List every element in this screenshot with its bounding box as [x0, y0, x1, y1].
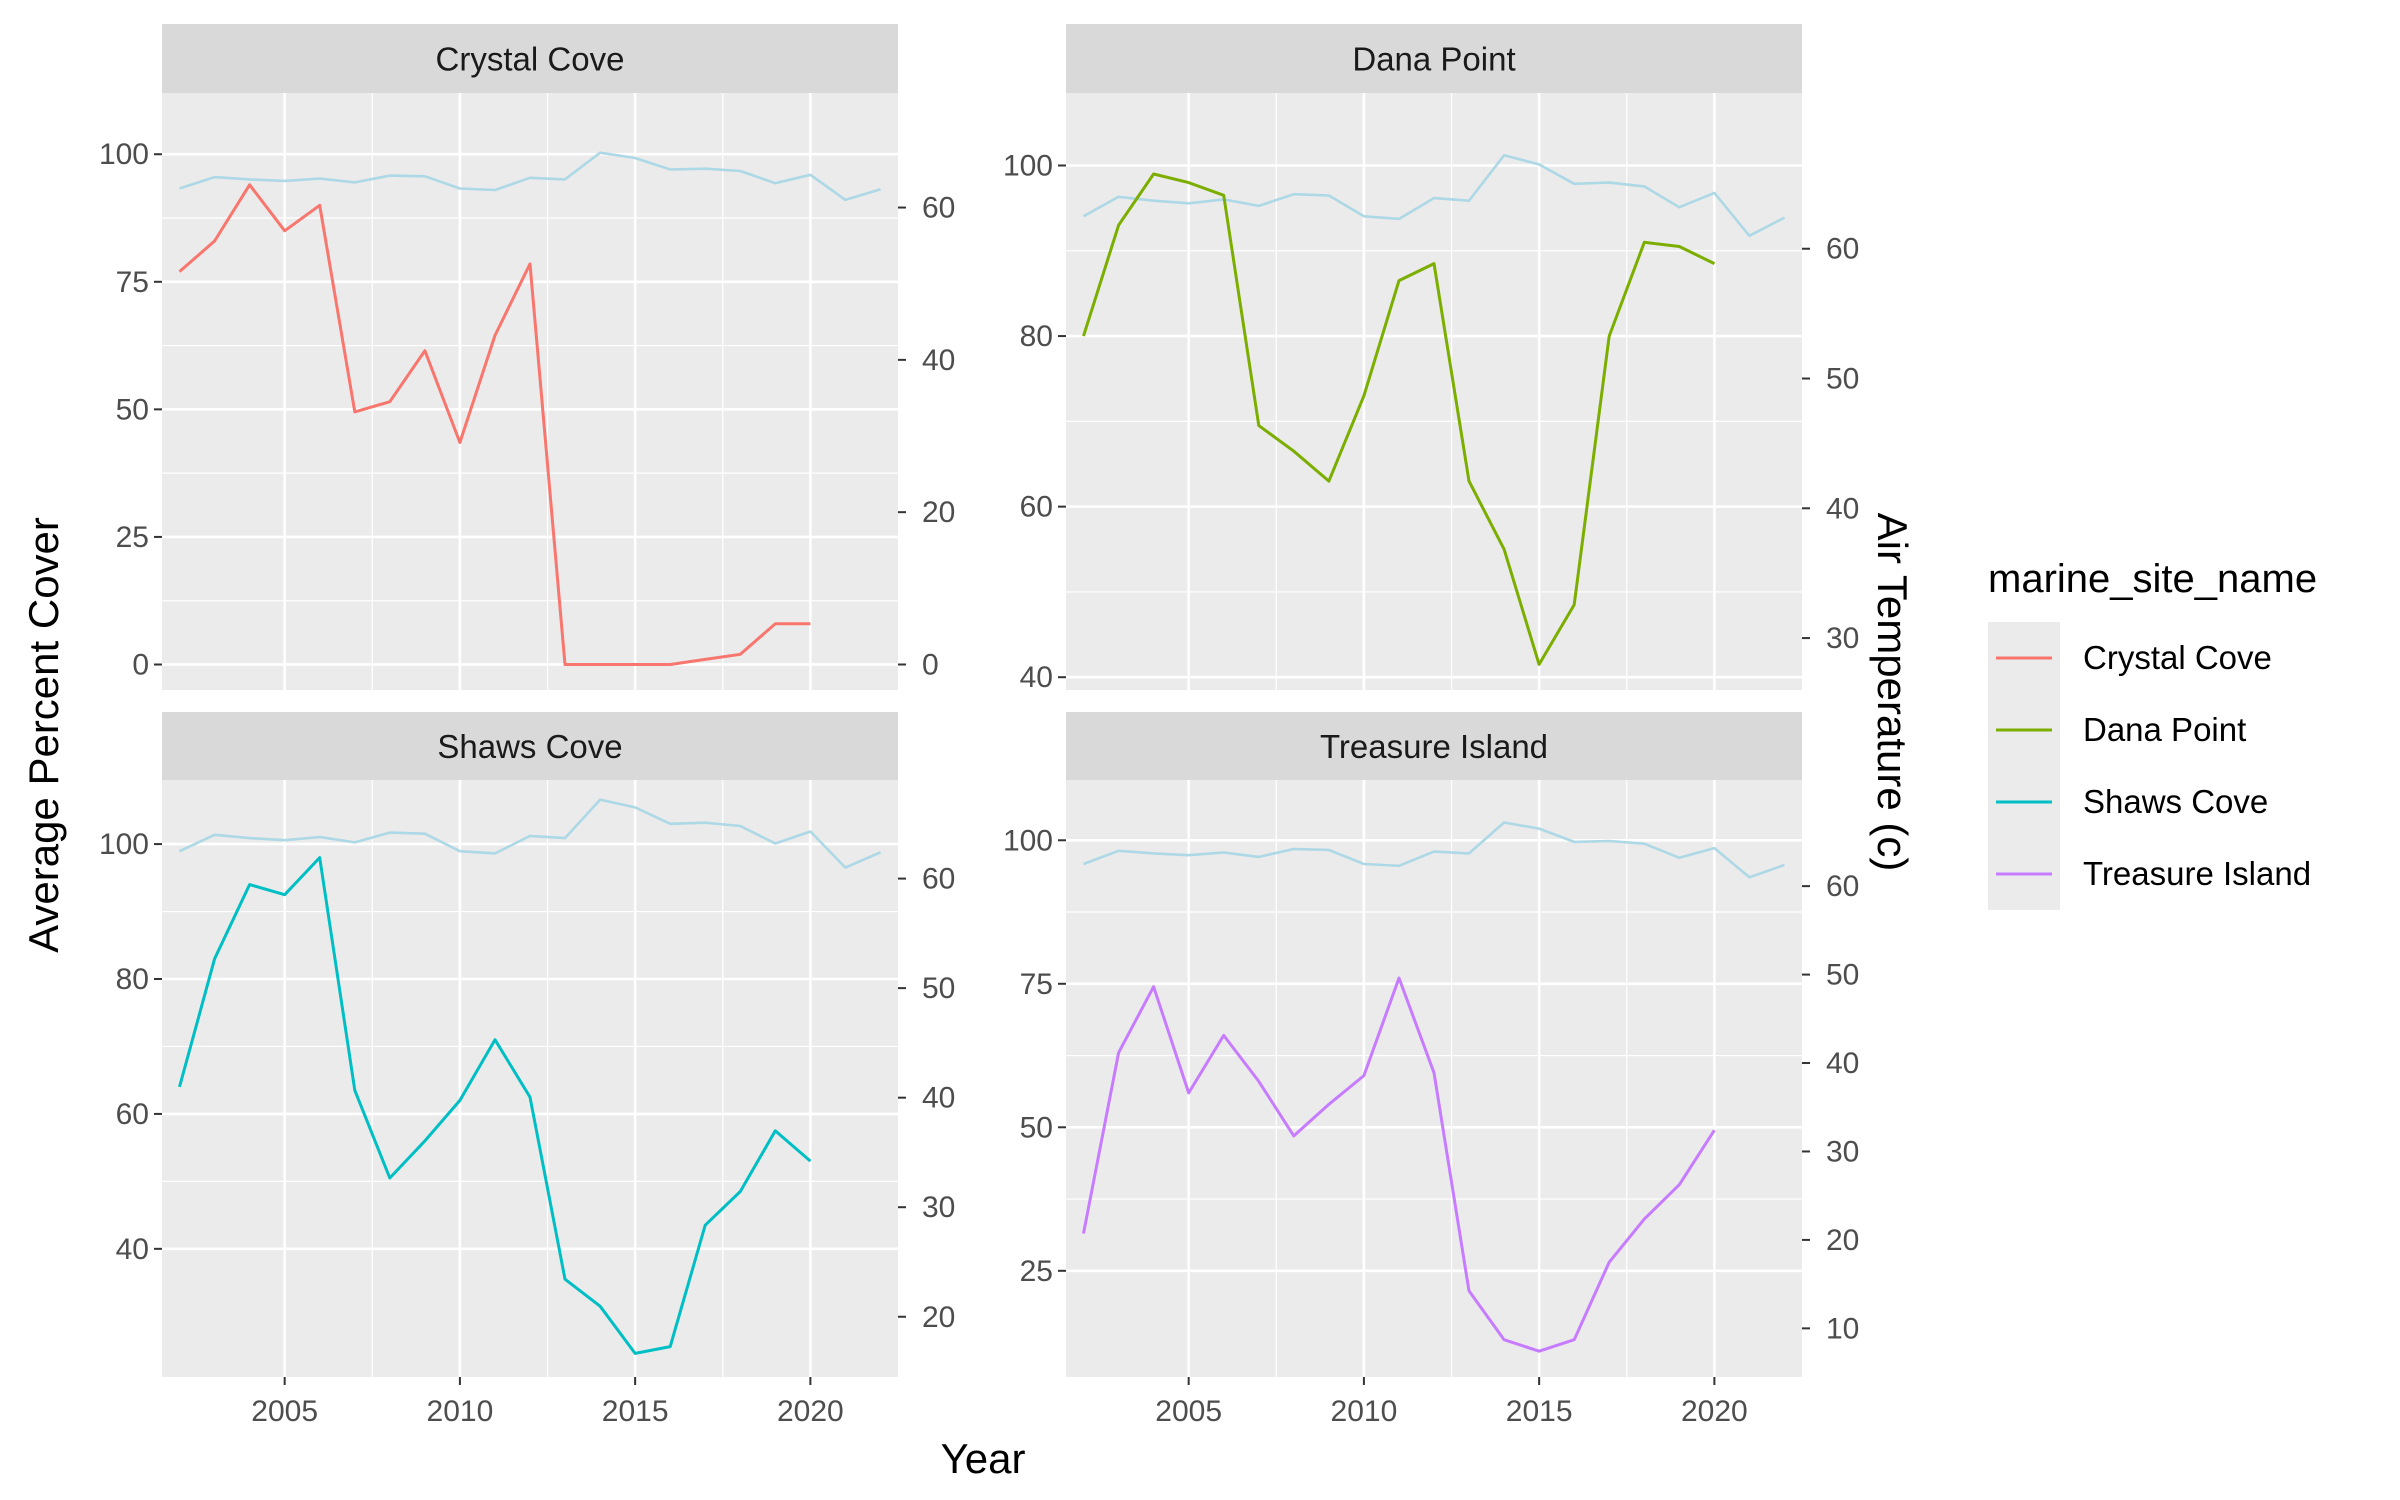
strip-background [162, 712, 898, 780]
facet-panel: Shaws Cove 40 60 80 100 20 30 40 50 60 2005 2010 201… [99, 712, 955, 1428]
strip-background [1066, 24, 1802, 93]
y-tick-label: 0 [132, 648, 149, 681]
y2-tick-label: 40 [1826, 492, 1859, 525]
y-tick-label: 80 [1020, 320, 1053, 353]
y2-tick-label: 30 [922, 1191, 955, 1224]
y-tick-label: 25 [1020, 1255, 1053, 1288]
legend-entry: Shaws Cove [1988, 766, 2268, 838]
x-axis-title: Year [941, 1435, 1026, 1482]
y2-tick-label: 30 [1826, 622, 1859, 655]
panel-background [1066, 93, 1802, 690]
x-tick-label: 2005 [1155, 1395, 1222, 1428]
y-tick-label: 100 [1003, 824, 1053, 857]
y2-tick-label: 50 [922, 972, 955, 1005]
x-tick-label: 2010 [427, 1395, 494, 1428]
legend-label: Crystal Cove [2083, 639, 2272, 676]
facet-panels: Crystal Cove 0 25 50 75 100 0 20 40 60 Dana Point 4… [99, 24, 1859, 1428]
facet-panel: Dana Point 40 60 80 100 30 40 50 60 [1003, 24, 1859, 694]
y-tick-label: 100 [99, 828, 149, 861]
y-tick-label: 100 [1003, 149, 1053, 182]
legend-label: Shaws Cove [2083, 783, 2268, 820]
y2-tick-label: 40 [1826, 1047, 1859, 1080]
y2-tick-label: 50 [1826, 959, 1859, 992]
strip-label: Crystal Cove [436, 41, 625, 78]
y-tick-label: 80 [116, 963, 149, 996]
x-tick-label: 2020 [1681, 1395, 1748, 1428]
facet-panel: Crystal Cove 0 25 50 75 100 0 20 40 60 [99, 24, 955, 690]
temperature-line [1082, 154, 1786, 238]
y-tick-label: 40 [116, 1233, 149, 1266]
cover-series-line [1082, 172, 1716, 666]
x-tick-label: 2010 [1331, 1395, 1398, 1428]
temperature-line [178, 798, 882, 869]
y2-tick-label: 60 [1826, 870, 1859, 903]
y-tick-label: 75 [116, 266, 149, 299]
y2-tick-label: 60 [1826, 233, 1859, 266]
y2-tick-label: 0 [922, 648, 939, 681]
y2-tick-label: 40 [922, 1082, 955, 1115]
legend-entry: Crystal Cove [1988, 622, 2272, 694]
y2-axis-title: Air Temperature (c) [1869, 513, 1916, 872]
y2-tick-label: 20 [922, 1301, 955, 1334]
legend: marine_site_name Crystal Cove Dana Point S… [1988, 557, 2317, 910]
y2-tick-label: 60 [922, 192, 955, 225]
panel-background [162, 780, 898, 1377]
y-tick-label: 50 [116, 393, 149, 426]
cover-series-line [1082, 976, 1716, 1353]
y-tick-label: 60 [116, 1098, 149, 1131]
x-tick-label: 2015 [1506, 1395, 1573, 1428]
legend-entry: Treasure Island [1988, 838, 2311, 910]
y2-tick-label: 30 [1826, 1135, 1859, 1168]
y-tick-label: 50 [1020, 1111, 1053, 1144]
y-tick-label: 40 [1020, 661, 1053, 694]
y2-tick-label: 60 [922, 863, 955, 896]
cover-series-line [178, 856, 812, 1355]
y2-tick-label: 20 [1826, 1224, 1859, 1257]
strip-label: Dana Point [1352, 41, 1515, 78]
strip-label: Shaws Cove [437, 728, 622, 765]
facet-panel: Treasure Island 25 50 75 100 10 20 30 40 50 60 2005… [1003, 712, 1859, 1428]
x-tick-label: 2020 [777, 1395, 844, 1428]
y-tick-label: 100 [99, 138, 149, 171]
y-tick-label: 25 [116, 521, 149, 554]
temperature-line [179, 151, 881, 202]
strip-label: Treasure Island [1320, 728, 1548, 765]
y2-tick-label: 10 [1826, 1312, 1859, 1345]
y-axis-title: Average Percent Cover [20, 517, 67, 953]
y2-tick-label: 50 [1826, 363, 1859, 396]
legend-entries: Crystal Cove Dana Point Shaws Cove Treasure… [1988, 622, 2311, 910]
temperature-line [1083, 821, 1785, 879]
legend-label: Treasure Island [2083, 855, 2311, 892]
strip-background [1066, 712, 1802, 780]
strip-background [162, 24, 898, 93]
y-tick-label: 60 [1020, 491, 1053, 524]
x-tick-label: 2005 [251, 1395, 318, 1428]
legend-label: Dana Point [2083, 711, 2246, 748]
y-tick-label: 75 [1020, 968, 1053, 1001]
legend-title: marine_site_name [1988, 557, 2317, 601]
legend-entry: Dana Point [1988, 694, 2246, 766]
cover-series-line [178, 183, 811, 666]
x-tick-label: 2015 [602, 1395, 669, 1428]
y2-tick-label: 40 [922, 344, 955, 377]
y2-tick-label: 20 [922, 496, 955, 529]
